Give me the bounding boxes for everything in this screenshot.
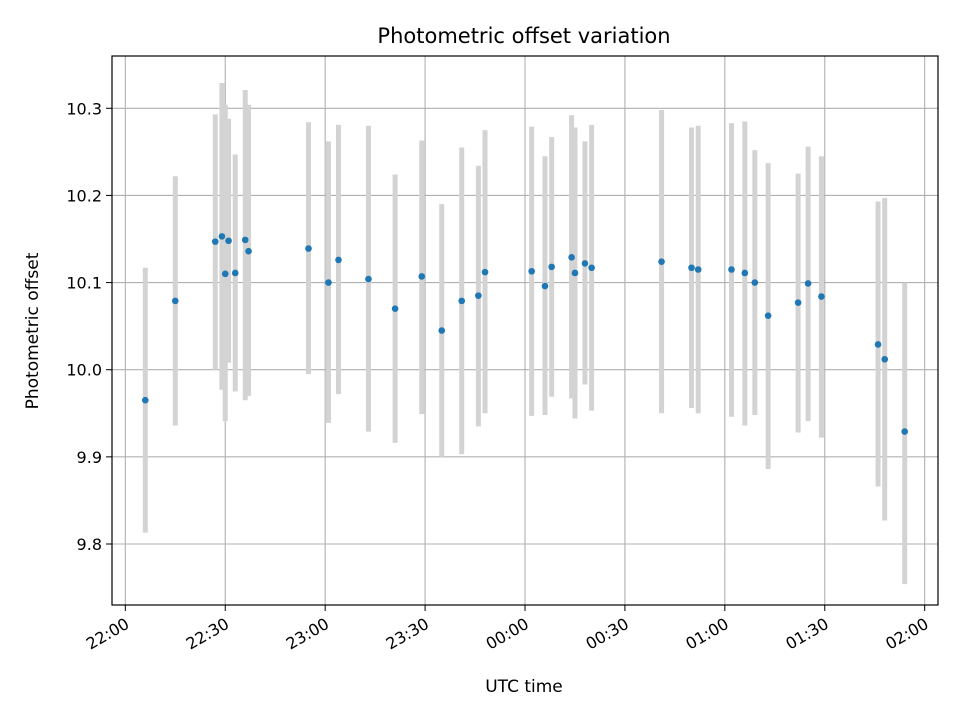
- data-point: [548, 263, 555, 271]
- data-point: [571, 269, 579, 277]
- data-point: [568, 253, 575, 261]
- x-axis-label: UTC time: [485, 677, 563, 697]
- data-point: [581, 260, 589, 267]
- data-point: [658, 258, 665, 265]
- grid: [112, 56, 938, 605]
- data-point: [818, 293, 825, 300]
- y-axis-label: Photometric offset: [23, 252, 43, 409]
- data-point: [241, 236, 249, 244]
- data-point: [458, 297, 466, 305]
- y-tick-label: 10.0: [66, 361, 102, 380]
- y-tick-label: 10.1: [66, 274, 102, 293]
- data-point: [231, 269, 239, 277]
- data-point: [391, 305, 399, 313]
- data-point: [764, 312, 772, 319]
- data-point: [481, 268, 489, 276]
- data-point: [901, 428, 908, 435]
- y-tick-label: 10.3: [66, 99, 102, 118]
- data-point: [245, 247, 252, 255]
- data-point: [438, 327, 446, 334]
- y-axis-ticks: 9.8 9.9 10.0 10.1 10.2 10.3: [66, 99, 112, 554]
- chart-title: Photometric offset variation: [377, 24, 670, 48]
- data-point: [541, 282, 549, 290]
- data-point: [874, 341, 882, 348]
- y-tick-label: 9.9: [77, 448, 102, 467]
- data-point: [794, 299, 802, 306]
- data-point: [171, 297, 179, 305]
- data-point: [528, 267, 535, 275]
- data-point: [588, 264, 595, 272]
- y-tick-label: 9.8: [77, 535, 102, 554]
- data-point: [365, 275, 372, 283]
- data-point: [688, 264, 695, 272]
- y-tick-label: 10.2: [66, 186, 102, 205]
- data-point: [741, 269, 749, 277]
- data-point: [305, 245, 312, 252]
- data-points: [142, 233, 908, 435]
- data-point: [325, 279, 332, 286]
- data-point: [218, 233, 226, 240]
- data-point: [418, 273, 426, 280]
- data-point: [751, 279, 759, 286]
- data-point: [804, 280, 812, 287]
- data-point: [142, 396, 149, 404]
- data-point: [475, 292, 482, 299]
- data-point: [225, 237, 232, 245]
- data-point: [881, 355, 889, 363]
- data-point: [211, 238, 219, 245]
- data-point: [728, 266, 735, 273]
- data-point: [221, 270, 229, 278]
- data-point: [335, 256, 342, 264]
- data-point: [694, 266, 702, 273]
